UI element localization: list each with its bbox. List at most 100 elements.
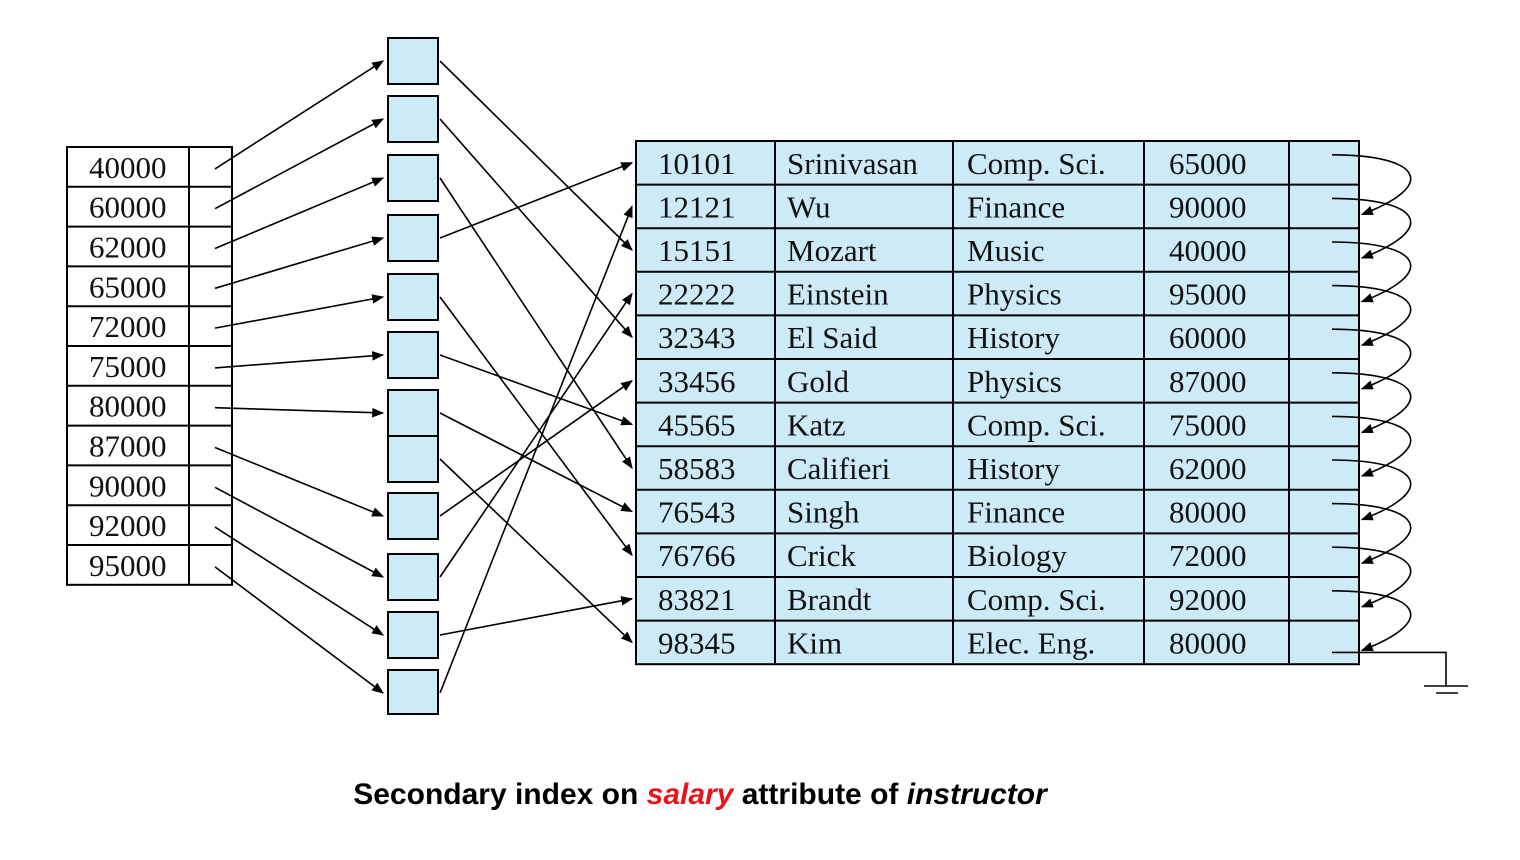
record-id: 45565 [658,407,736,442]
index-key: 40000 [89,150,167,185]
bucket-pointer-arrow [439,596,634,636]
record-dept: Finance [967,189,1065,224]
index-file-border [66,146,233,586]
index-pointer-arrow [214,446,385,517]
caption-relation-name: instructor [906,778,1047,811]
index-key: 92000 [89,508,167,543]
bucket [387,669,439,715]
record-dept: History [967,320,1061,355]
record-dept: Comp. Sci. [967,407,1106,442]
record-id: 10101 [658,146,736,181]
bucket [387,611,439,659]
record-salary: 87000 [1169,364,1247,399]
record-id: 83821 [658,582,736,617]
index-pointer-arrow [214,351,385,369]
record-salary: 92000 [1169,582,1247,617]
bucket [387,37,439,85]
record-dept: Elec. Eng. [967,625,1095,660]
bucket [387,435,439,483]
caption-prefix: Secondary index on [353,778,647,811]
record-name: Srinivasan [787,146,918,181]
index-pointer-arrow [214,486,385,578]
record-name: Katz [787,407,846,442]
bucket-pointer-arrow [439,162,634,239]
record-dept: History [967,451,1061,486]
bucket-pointer-arrow [439,296,633,557]
record-dept: Physics [967,364,1062,399]
index-pointer-arrow [214,118,385,210]
bucket [387,273,439,321]
record-dept: Finance [967,495,1065,530]
record-dept: Comp. Sci. [967,582,1106,617]
bucket [387,492,439,540]
record-id: 76543 [658,495,736,530]
index-key: 90000 [89,468,167,503]
index-pointer-arrow [214,294,385,329]
record-salary: 75000 [1169,407,1247,442]
record-dept: Biology [967,538,1067,573]
index-key: 87000 [89,429,167,464]
pointer-arrows [214,60,634,694]
index-pointer-arrow [214,177,385,250]
bucket-pointer-arrow [439,292,633,578]
record-salary: 60000 [1169,320,1247,355]
index-key: 80000 [89,389,167,424]
index-key: 62000 [89,230,167,265]
record-name: El Said [787,320,878,355]
record-id: 33456 [658,364,736,399]
record-id: 58583 [658,451,736,486]
record-id: 98345 [658,625,736,660]
bucket-column [387,37,439,715]
record-dept: Comp. Sci. [967,146,1106,181]
record-name: Singh [787,495,860,530]
record-salary: 62000 [1169,451,1247,486]
index-pointer-arrow [214,60,385,170]
caption-middle: attribute of [733,778,907,811]
index-file: 40000 60000 62000 65000 72000 75000 80000 87000… [66,146,233,586]
bucket-pointer-arrow [439,118,633,339]
record-dept: Physics [967,277,1062,312]
record-name: Einstein [787,277,889,312]
record-salary: 90000 [1169,189,1247,224]
record-name: Gold [787,364,850,399]
bucket-pointer-arrow [439,412,634,513]
bucket-pointer-arrow [439,458,633,644]
null-pointer [1332,651,1447,686]
bucket [387,553,439,601]
caption-highlight: salary [646,778,734,811]
record-name: Mozart [787,233,877,268]
index-key: 60000 [89,190,167,225]
bucket [387,95,439,143]
index-pointer-arrow [214,406,385,418]
record-name: Crick [787,538,856,573]
bucket-pointer-arrow [439,354,634,426]
record-salary: 40000 [1169,233,1247,268]
bucket [387,214,439,262]
record-name: Wu [787,189,831,224]
index-key: 95000 [89,548,167,583]
record-name: Brandt [787,582,872,617]
instructor-relation-table: 10101 Srinivasan Comp. Sci. 65000 12121 Wu Fin… [635,140,1360,666]
record-salary: 80000 [1169,495,1247,530]
bucket [387,331,439,379]
record-salary: 65000 [1169,146,1247,181]
index-key: 75000 [89,349,167,384]
record-dept: Music [967,233,1045,268]
record-salary: 95000 [1169,277,1247,312]
index-pointer-arrow [214,236,385,290]
bucket-pointer-arrow [439,60,633,251]
bucket-pointer-arrow [439,205,633,694]
record-salary: 72000 [1169,538,1247,573]
bucket [387,154,439,202]
record-id: 22222 [658,277,736,312]
index-key: 65000 [89,269,167,304]
index-key: 72000 [89,309,167,344]
record-id: 32343 [658,320,736,355]
record-id: 76766 [658,538,736,573]
record-name: Califieri [787,451,891,486]
bucket-pointer-arrow [439,177,633,470]
index-pointer-arrow [214,566,384,694]
figure-caption: Secondary index on salary attribute of i… [0,778,1400,812]
record-id: 15151 [658,233,736,268]
